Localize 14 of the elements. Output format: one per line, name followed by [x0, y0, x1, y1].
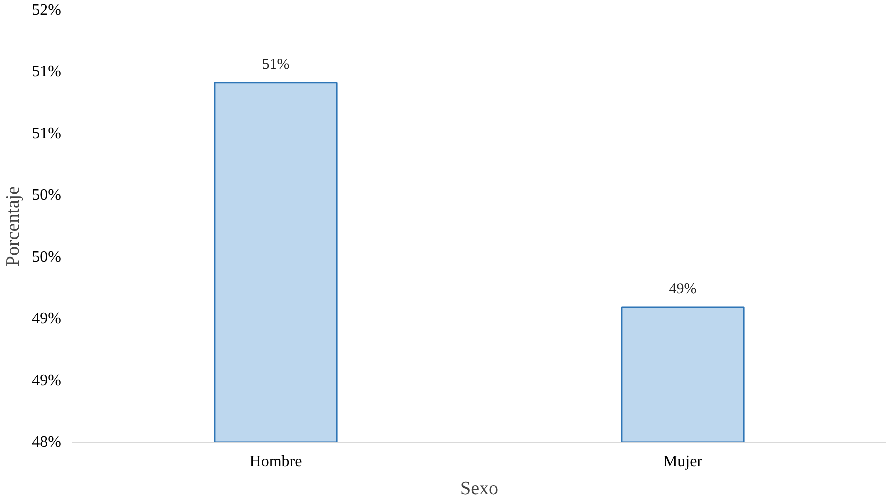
y-tick-label: 49% [32, 310, 62, 328]
y-tick-label: 50% [32, 248, 62, 266]
y-axis-title: Porcentaje [3, 186, 24, 267]
y-tick-label: 51% [32, 64, 62, 81]
data-label: 51% [262, 56, 290, 73]
x-tick-label: Mujer [663, 454, 704, 470]
y-tick-label: 48% [32, 434, 62, 451]
y-tick-label: 50% [32, 187, 62, 204]
y-tick-label: 52% [32, 2, 62, 19]
x-tick-label: Hombre [250, 454, 302, 470]
data-label: 49% [669, 282, 697, 298]
x-axis-title: Sexo [460, 478, 498, 500]
y-tick-label: 51% [32, 125, 62, 142]
y-tick-label: 49% [32, 372, 62, 390]
